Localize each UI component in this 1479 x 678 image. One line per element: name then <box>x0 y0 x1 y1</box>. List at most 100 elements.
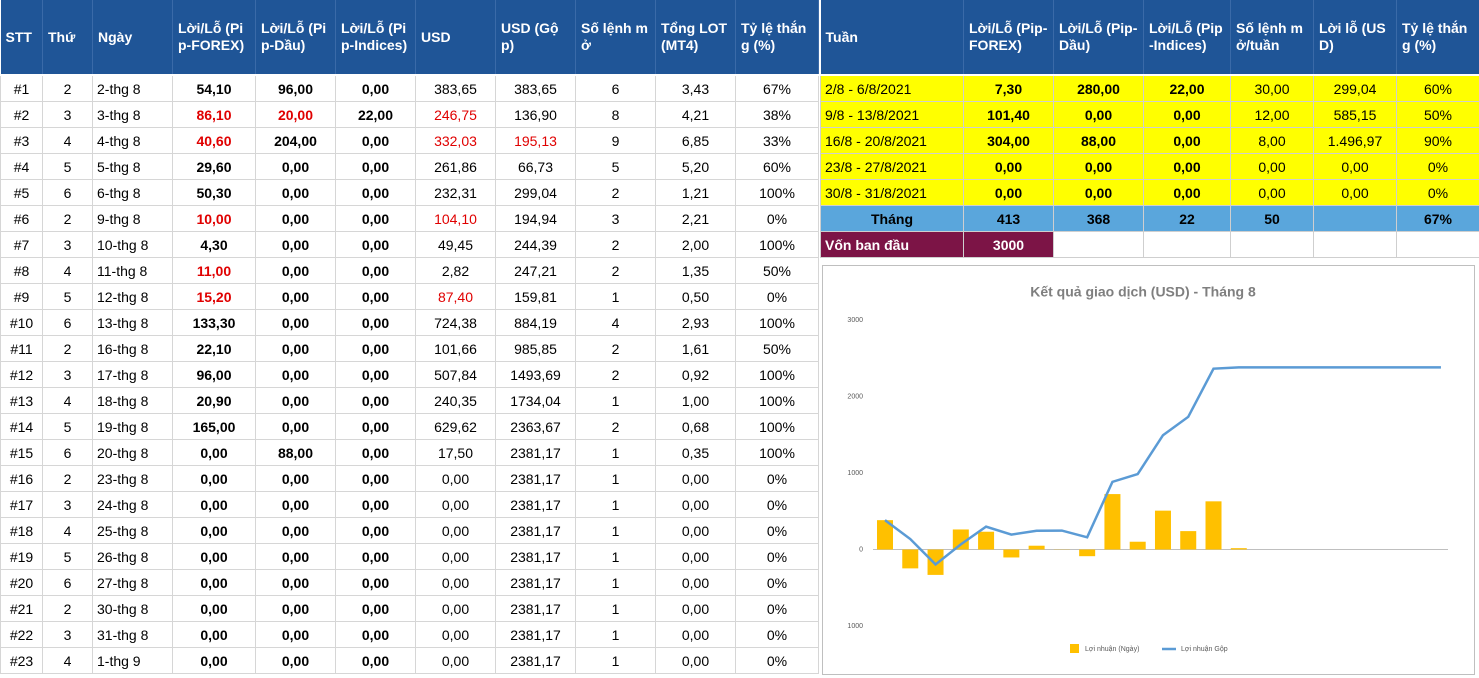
cell: 5-thg 8 <box>92 153 173 180</box>
cell: #9 <box>0 283 43 310</box>
cell: 4 <box>42 257 93 284</box>
cell: 0,00 <box>255 257 336 284</box>
cell: 87,40 <box>415 283 496 310</box>
cell: 54,10 <box>172 74 256 102</box>
cell: 0,00 <box>655 543 736 570</box>
cell: 0% <box>1396 179 1479 206</box>
cell: 100% <box>735 387 819 414</box>
cell: 368 <box>1053 205 1144 232</box>
cell: 3000 <box>963 231 1054 258</box>
column-header: Tuần <box>820 0 964 76</box>
cell: 413 <box>963 205 1054 232</box>
cell: 23-thg 8 <box>92 465 173 492</box>
cell: 0,00 <box>335 205 416 232</box>
y-tick-label: 1000 <box>847 470 863 477</box>
row: #1 2 2-thg 8 54,10 96,00 0,00 383,65 383,65 6 3,4… <box>0 74 819 102</box>
cell: 247,21 <box>495 257 576 284</box>
cell: 90% <box>1396 127 1479 154</box>
cell: 22,00 <box>335 101 416 128</box>
cell: 0,00 <box>172 595 256 622</box>
cell: #23 <box>0 647 43 674</box>
cell: 2,00 <box>655 231 736 258</box>
cell: 261,86 <box>415 153 496 180</box>
cell: 0,00 <box>255 153 336 180</box>
cell: 0,00 <box>335 335 416 362</box>
cell: 332,03 <box>415 127 496 154</box>
cell: 0,00 <box>963 153 1054 180</box>
cell: #5 <box>0 179 43 206</box>
cell: 2381,17 <box>495 621 576 648</box>
cell: #8 <box>0 257 43 284</box>
cell: 0,00 <box>335 413 416 440</box>
row: #22 3 31-thg 8 0,00 0,00 0,00 0,00 2381,17 1 0,00… <box>0 621 819 648</box>
row: #15 6 20-thg 8 0,00 88,00 0,00 17,50 2381,17 1 0,… <box>0 439 819 466</box>
cell: #3 <box>0 127 43 154</box>
cell: 204,00 <box>255 127 336 154</box>
cell: 20,90 <box>172 387 256 414</box>
cell: #1 <box>0 74 43 102</box>
cell: 0,00 <box>335 491 416 518</box>
column-header: Tỷ lệ thắng (%) <box>735 0 819 76</box>
cell: 22 <box>1143 205 1231 232</box>
row: #11 2 16-thg 8 22,10 0,00 0,00 101,66 985,85 2 1,… <box>0 335 819 362</box>
row: #7 3 10-thg 8 4,30 0,00 0,00 49,45 244,39 2 2,00 1… <box>0 231 819 258</box>
column-header: Lời/Lỗ (Pip-FOREX) <box>963 0 1054 76</box>
cell: 20-thg 8 <box>92 439 173 466</box>
cell: 11-thg 8 <box>92 257 173 284</box>
row: #17 3 24-thg 8 0,00 0,00 0,00 0,00 2381,17 1 0,00… <box>0 491 819 518</box>
cell: 1493,69 <box>495 361 576 388</box>
cell: 0,00 <box>172 647 256 674</box>
cell: 0,00 <box>172 543 256 570</box>
cell: 3 <box>42 621 93 648</box>
cell: 50 <box>1230 205 1314 232</box>
cell: 6,85 <box>655 127 736 154</box>
cell: 0,00 <box>1313 179 1397 206</box>
weekly-table: Tuần Lời/Lỗ (Pip-FOREX) Lời/Lỗ (Pip-Dầu) Lờ… <box>820 0 1479 258</box>
cell: 232,31 <box>415 179 496 206</box>
cell: #13 <box>0 387 43 414</box>
cell: 33% <box>735 127 819 154</box>
cell: 3 <box>42 101 93 128</box>
cell: #7 <box>0 231 43 258</box>
cell: 0,00 <box>172 569 256 596</box>
cell: 0,50 <box>655 283 736 310</box>
cell: 1 <box>575 647 656 674</box>
cell: 383,65 <box>495 74 576 102</box>
cell: 1 <box>575 543 656 570</box>
cell: 26-thg 8 <box>92 543 173 570</box>
cell: 11,00 <box>172 257 256 284</box>
cell: 2 <box>575 179 656 206</box>
cell: 194,94 <box>495 205 576 232</box>
cell: 3 <box>42 491 93 518</box>
cell: #21 <box>0 595 43 622</box>
cell: 2381,17 <box>495 543 576 570</box>
cell: 0,00 <box>335 283 416 310</box>
cell: 1 <box>575 595 656 622</box>
cell: 0,00 <box>1143 101 1231 128</box>
cell: 10,00 <box>172 205 256 232</box>
cell: 2 <box>575 257 656 284</box>
cell: 38% <box>735 101 819 128</box>
row: 2/8 - 6/8/2021 7,30 280,00 22,00 30,00 299,04… <box>820 74 1479 102</box>
cell: 985,85 <box>495 335 576 362</box>
daily-table: STT Thứ Ngày Lời/Lỗ (Pip-FOREX) Lời/Lỗ (Pip-… <box>0 0 819 674</box>
bar <box>1230 548 1247 550</box>
cell: 1,61 <box>655 335 736 362</box>
cell: 0,00 <box>335 74 416 102</box>
cell: 101,40 <box>963 101 1054 128</box>
cell: 96,00 <box>255 74 336 102</box>
cell: 133,30 <box>172 309 256 336</box>
cell: 3 <box>42 361 93 388</box>
cell: 2 <box>42 465 93 492</box>
cell: 6 <box>575 74 656 102</box>
cell: 2381,17 <box>495 569 576 596</box>
cell: #4 <box>0 153 43 180</box>
cell: 86,10 <box>172 101 256 128</box>
cell: 0,00 <box>415 517 496 544</box>
cell: 1,00 <box>655 387 736 414</box>
cell: 884,19 <box>495 309 576 336</box>
cell: 2 <box>575 413 656 440</box>
cell: 383,65 <box>415 74 496 102</box>
cell: 0,00 <box>172 621 256 648</box>
line <box>884 366 1441 567</box>
